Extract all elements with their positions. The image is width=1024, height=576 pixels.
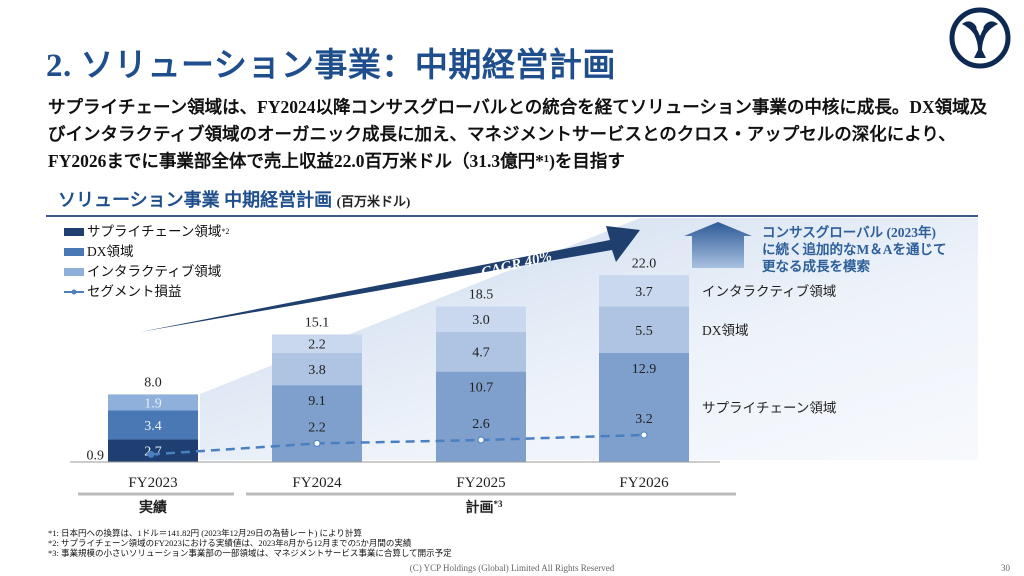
profit-point xyxy=(313,439,321,447)
chart-unit: (百万米ドル) xyxy=(336,194,411,209)
annotation-line: 更なる成長を模索 xyxy=(762,259,870,274)
data-label: 1.9 xyxy=(144,396,162,411)
data-label: 3.8 xyxy=(308,363,326,378)
annotation-line: コンサスグローバル (2023年) xyxy=(762,225,936,240)
profit-point xyxy=(640,431,648,439)
profit-line xyxy=(150,433,645,456)
legend-swatch xyxy=(64,228,84,236)
legend-swatch xyxy=(64,248,84,256)
side-label: インタラクティブ領域 xyxy=(702,283,836,299)
page-title: 2. ソリューション事業：中期経営計画 xyxy=(46,48,616,84)
legend-note: *2 xyxy=(221,227,230,236)
data-label: 10.7 xyxy=(469,381,494,396)
legend-label: インタラクティブ領域 xyxy=(87,264,222,279)
legend-item: DX領域 xyxy=(64,242,229,262)
page-number: 30 xyxy=(1001,563,1010,573)
data-label: 9.1 xyxy=(308,394,326,409)
bar-segment xyxy=(599,275,689,307)
up-arrow-icon xyxy=(684,222,752,268)
legend-item: インタラクティブ領域 xyxy=(64,262,229,282)
bar-segment xyxy=(272,385,362,462)
footnotes: *1: 日本円への換算は、1ドル＝141.82円 (2023年12月29日の為替… xyxy=(48,528,452,558)
data-label: 12.9 xyxy=(632,362,657,377)
x-tick-label: FY2023 xyxy=(128,475,177,491)
bar-segment xyxy=(108,394,198,411)
bar-segment xyxy=(272,352,362,386)
footnote: *1: 日本円への換算は、1ドル＝141.82円 (2023年12月29日の為替… xyxy=(48,528,362,538)
total-label: 8.0 xyxy=(144,375,162,390)
footnote: *2: サプライチェーン領域のFY2023における実績値は、2023年8月から1… xyxy=(48,538,412,548)
annotation-line: に続く追加的なM＆Aを通じて xyxy=(762,242,947,257)
data-label: 3.4 xyxy=(144,419,162,434)
bar-segment xyxy=(436,306,526,332)
data-label: 2.2 xyxy=(308,338,326,353)
legend: サプライチェーン領域 *2 DX領域 インタラクティブ領域 セグメント損益 xyxy=(64,222,229,302)
profit-label: 3.2 xyxy=(635,412,653,427)
chart-title: ソリューション事業 中期経営計画 (百万米ドル) xyxy=(58,186,410,212)
group-label-actual: 実績 xyxy=(139,499,167,516)
bar-segment xyxy=(599,352,689,462)
x-tick-label: FY2025 xyxy=(456,475,505,491)
total-label: 18.5 xyxy=(469,288,494,303)
legend-label: サプライチェーン領域 xyxy=(87,224,222,239)
legend-label: DX領域 xyxy=(87,244,134,259)
data-label: 5.5 xyxy=(635,324,653,339)
data-label: 4.7 xyxy=(472,346,490,361)
bar-segment xyxy=(599,306,689,353)
profit-label: 2.6 xyxy=(472,417,490,432)
bar-segment xyxy=(108,439,198,462)
legend-label: セグメント損益 xyxy=(87,284,182,299)
data-label: 3.7 xyxy=(635,285,653,300)
ycp-logo-icon xyxy=(949,7,1011,69)
side-label: サプライチェーン領域 xyxy=(702,399,836,415)
total-label: 15.1 xyxy=(305,315,330,330)
x-tick-label: FY2026 xyxy=(619,475,669,491)
legend-swatch xyxy=(64,268,84,276)
bar-segment xyxy=(108,410,198,440)
footnote: *3: 事業規模の小さいソリューション事業部の一部領域は、マネジメントサービス事… xyxy=(48,548,452,558)
copyright: (C) YCP Holdings (Global) Limited All Ri… xyxy=(409,563,615,573)
profit-point xyxy=(477,436,485,444)
ma-annotation: コンサスグローバル (2023年) に続く追加的なM＆Aを通じて 更なる成長を模… xyxy=(762,224,947,275)
lead-text: サプライチェーン領域は、FY2024以降コンサスグローバルとの統合を経てソリュー… xyxy=(48,97,988,171)
x-tick-label: FY2024 xyxy=(292,475,342,491)
bar-segment xyxy=(272,334,362,353)
growth-background xyxy=(200,218,978,460)
side-label: DX領域 xyxy=(702,322,749,338)
legend-item: セグメント損益 xyxy=(64,282,229,302)
profit-label: 2.2 xyxy=(308,420,326,435)
legend-item: サプライチェーン領域 *2 xyxy=(64,222,229,242)
bar-segment xyxy=(436,331,526,372)
profit-point xyxy=(147,450,155,458)
total-label: 22.0 xyxy=(632,256,657,271)
chart-title-text: ソリューション事業 中期経営計画 xyxy=(58,190,333,210)
group-label-plan: 計画*3 xyxy=(466,499,504,516)
group-note: *3 xyxy=(494,499,504,509)
data-label: 3.0 xyxy=(472,313,490,328)
legend-line-swatch xyxy=(64,289,84,295)
profit-label: 0.9 xyxy=(87,448,105,463)
bar-segment xyxy=(436,371,526,462)
title-rule xyxy=(46,215,978,217)
